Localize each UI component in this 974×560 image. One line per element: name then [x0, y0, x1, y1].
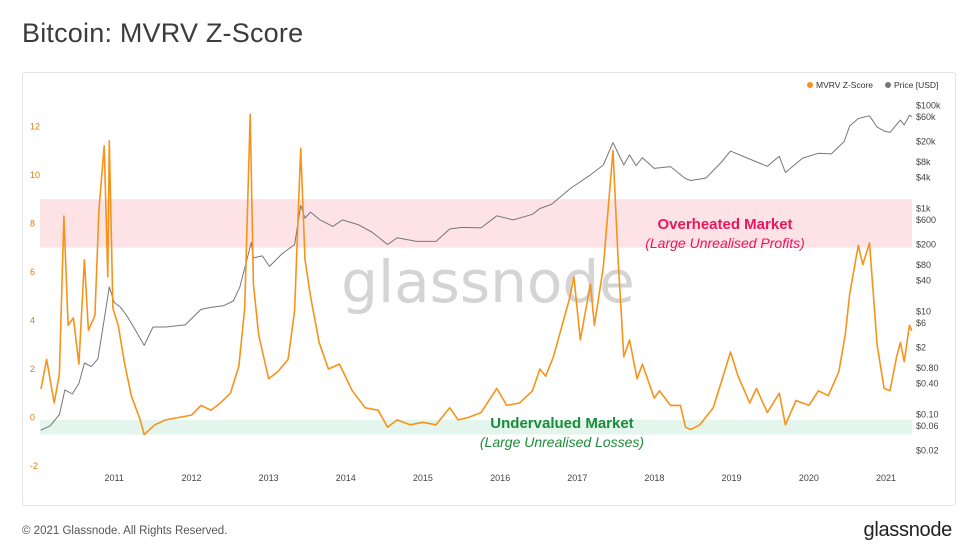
page-title: Bitcoin: MVRV Z-Score — [22, 18, 304, 48]
x-tick-label: 2011 — [104, 473, 123, 483]
x-tick-label: 2015 — [413, 473, 433, 483]
left-tick-label: 8 — [30, 218, 35, 228]
left-tick-label: 2 — [30, 364, 35, 374]
right-axis: $0.02 $0.06$0.10 $0.40 $0.80 $2 $6$10 $40 $80 $2… — [916, 101, 941, 456]
right-tick-label: $6 — [916, 318, 926, 328]
left-tick-label: 10 — [30, 170, 40, 180]
price-series — [40, 114, 913, 431]
right-tick-label: $40 — [916, 275, 931, 285]
watermark: glassnode — [341, 248, 635, 316]
x-tick-label: 2013 — [259, 473, 279, 483]
right-tick-label: $0.40 — [916, 378, 939, 388]
mvrv-series — [40, 113, 913, 436]
x-tick-label: 2019 — [722, 473, 742, 483]
brand-logo: glassnode — [863, 519, 953, 541]
mvrv-chart: glassnode Overheated Market (Large Unreal… — [30, 80, 941, 483]
right-tick-label: $0.10 — [916, 410, 939, 420]
zone-band-overheated — [40, 199, 912, 248]
x-tick-label: 2020 — [799, 473, 819, 483]
legend-swatch — [807, 82, 813, 88]
zone-label-overheated: Overheated Market — [657, 216, 792, 233]
right-tick-label: $1k — [916, 204, 931, 214]
right-tick-label: $4k — [916, 172, 931, 182]
right-tick-label: $100k — [916, 101, 941, 111]
x-tick-label: 2021 — [876, 473, 896, 483]
left-tick-label: 0 — [30, 412, 35, 422]
copyright-text: © 2021 Glassnode. All Rights Reserved. — [22, 525, 228, 537]
zone-sublabel-overheated: (Large Unrealised Profits) — [645, 235, 805, 251]
zone-sublabel-undervalued: (Large Unrealised Losses) — [480, 434, 644, 450]
legend-label: MVRV Z-Score — [816, 80, 873, 90]
right-tick-label: $0.06 — [916, 421, 939, 431]
zone-label-undervalued: Undervalued Market — [490, 415, 633, 432]
x-tick-label: 2017 — [567, 473, 587, 483]
right-tick-label: $200 — [916, 239, 936, 249]
right-tick-label: $2 — [916, 342, 926, 352]
legend-item[interactable]: Price [USD] — [885, 80, 938, 90]
right-tick-label: $8k — [916, 157, 931, 167]
x-tick-label: 2018 — [644, 473, 664, 483]
x-tick-label: 2012 — [181, 473, 201, 483]
x-tick-label: 2014 — [336, 473, 356, 483]
left-tick-label: -2 — [30, 461, 38, 471]
left-tick-label: 12 — [30, 121, 40, 131]
legend-label: Price [USD] — [894, 80, 938, 90]
left-tick-label: 4 — [30, 315, 35, 325]
legend-swatch — [885, 82, 891, 88]
legend[interactable]: MVRV Z-Score Price [USD] — [807, 80, 938, 90]
left-axis: -2 0 2 4 6 8 10 12 — [30, 121, 40, 471]
right-tick-label: $20k — [916, 136, 936, 146]
right-tick-label: $0.02 — [916, 445, 939, 455]
x-axis: 2011 2012 2013 2014 2015 2016 2017 2018 2019 2020… — [104, 473, 896, 483]
legend-item[interactable]: MVRV Z-Score — [807, 80, 873, 90]
right-tick-label: $60k — [916, 112, 936, 122]
zone-band-undervalued — [40, 419, 912, 435]
right-tick-label: $600 — [916, 215, 936, 225]
zone-labels: Overheated Market (Large Unrealised Profi… — [480, 216, 805, 450]
x-tick-label: 2016 — [490, 473, 510, 483]
right-tick-label: $80 — [916, 260, 931, 270]
left-tick-label: 6 — [30, 267, 35, 277]
zone-layer — [40, 199, 912, 435]
right-tick-label: $10 — [916, 307, 931, 317]
right-tick-label: $0.80 — [916, 363, 939, 373]
